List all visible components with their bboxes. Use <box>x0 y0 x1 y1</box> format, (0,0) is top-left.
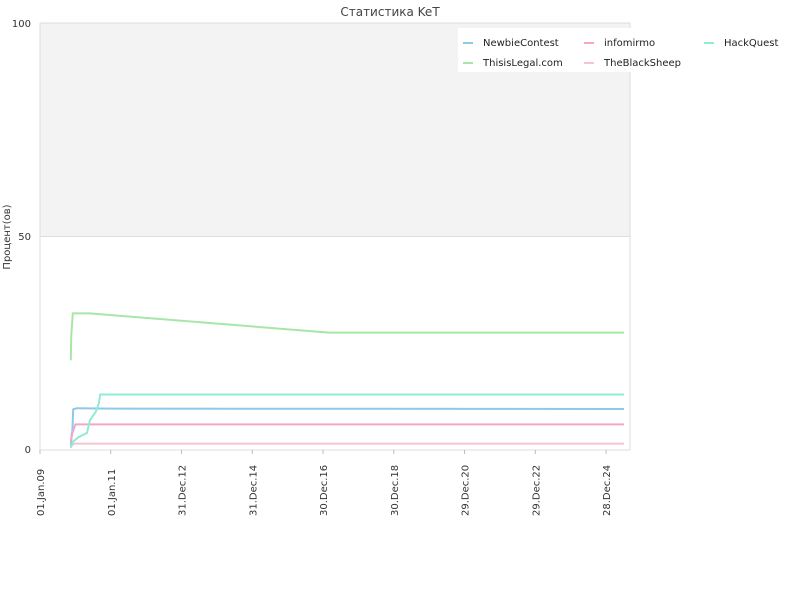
legend-label-hackquest: HackQuest <box>724 38 779 49</box>
x-tick-label: 29.Dec.22 <box>531 465 542 516</box>
chart-title: Статистика KeT <box>340 5 440 19</box>
x-tick-label: 01.Jan.11 <box>107 469 118 516</box>
y-tick-label-0: 0 <box>25 445 31 456</box>
x-tick-label: 30.Dec.18 <box>390 465 401 516</box>
legend: NewbieContest infomirmo HackQuest Thisis… <box>458 28 786 72</box>
legend-label-newbiecontest: NewbieContest <box>483 38 559 49</box>
x-tick-label: 31.Dec.12 <box>178 465 189 516</box>
x-tick-label: 30.Dec.16 <box>319 465 330 516</box>
y-tick-label-100: 100 <box>12 19 31 30</box>
x-ticks: 01.Jan.09 01.Jan.11 31.Dec.12 31.Dec.14 30.D… <box>36 450 613 516</box>
x-tick-label: 28.Dec.24 <box>602 465 613 516</box>
y-tick-label-50: 50 <box>18 232 31 243</box>
x-tick-label: 01.Jan.09 <box>36 469 47 516</box>
series-lines <box>69 312 625 449</box>
series-line-hackquest <box>69 393 624 449</box>
y-axis-label: Процент(ов) <box>2 204 13 269</box>
series-line-thisislegal-com <box>69 312 624 361</box>
legend-label-thisislegal: ThisisLegal.com <box>482 58 563 69</box>
legend-label-infomirmo: infomirmo <box>604 38 655 49</box>
legend-background <box>458 28 786 72</box>
series-line-infomirmo <box>69 423 624 442</box>
x-tick-label: 29.Dec.20 <box>461 465 472 516</box>
x-tick-label: 31.Dec.14 <box>248 465 259 516</box>
legend-label-theblacksheep: TheBlackSheep <box>603 58 681 69</box>
